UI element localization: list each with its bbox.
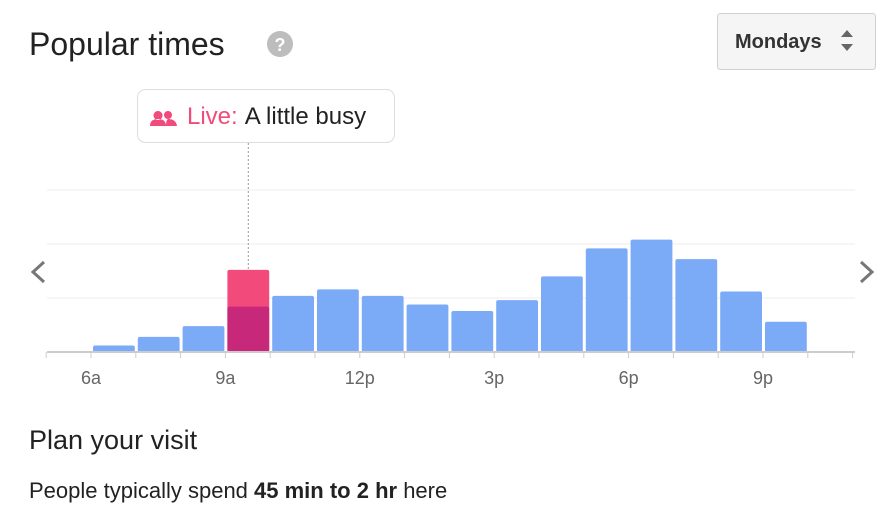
bar (361, 295, 404, 352)
bar (765, 321, 807, 352)
plan-title: Plan your visit (29, 425, 198, 455)
title: Popular times (29, 26, 225, 62)
x-tick-label: 12p (345, 368, 375, 388)
bar (630, 239, 673, 352)
live-tooltip (137, 89, 395, 143)
help-icon[interactable] (267, 31, 293, 57)
prev-arrow[interactable] (30, 260, 46, 284)
live-status: A little busy (245, 103, 366, 130)
bar (585, 248, 628, 352)
bar (451, 310, 494, 352)
live-people-icon (150, 111, 177, 126)
x-tick-label: 3p (484, 368, 504, 388)
plan-text-after: here (397, 478, 447, 503)
x-tick-label: 9a (215, 368, 236, 388)
bar (137, 336, 180, 352)
dropdown-arrows (841, 30, 853, 51)
plan-text-bold: 45 min to 2 hr (254, 478, 397, 503)
x-tick-label: 6a (81, 368, 102, 388)
bar (720, 291, 762, 352)
help-glyph: ? (275, 35, 286, 55)
plan-text-before: People typically spend (29, 478, 254, 503)
day-dropdown[interactable] (717, 13, 876, 70)
next-arrow[interactable] (859, 260, 875, 284)
bar (675, 259, 718, 352)
bar (496, 300, 538, 352)
bar (406, 304, 449, 352)
bar (182, 326, 225, 352)
dropdown-label: Mondays (735, 31, 822, 53)
live-text: Live: A little busy (187, 103, 366, 130)
live-label: Live: (187, 103, 238, 130)
bar (93, 345, 135, 352)
bar (541, 276, 583, 352)
x-tick-label: 6p (619, 368, 639, 388)
x-tick-label: 9p (753, 368, 773, 388)
usual-bar-overlap (227, 306, 270, 352)
bar (317, 289, 359, 352)
bar (272, 295, 314, 352)
plan-text: People typically spend 45 min to 2 hr he… (29, 478, 447, 503)
chart: 6a 9a 12p 3p 6p 9p Live: A little busy (45, 89, 855, 388)
